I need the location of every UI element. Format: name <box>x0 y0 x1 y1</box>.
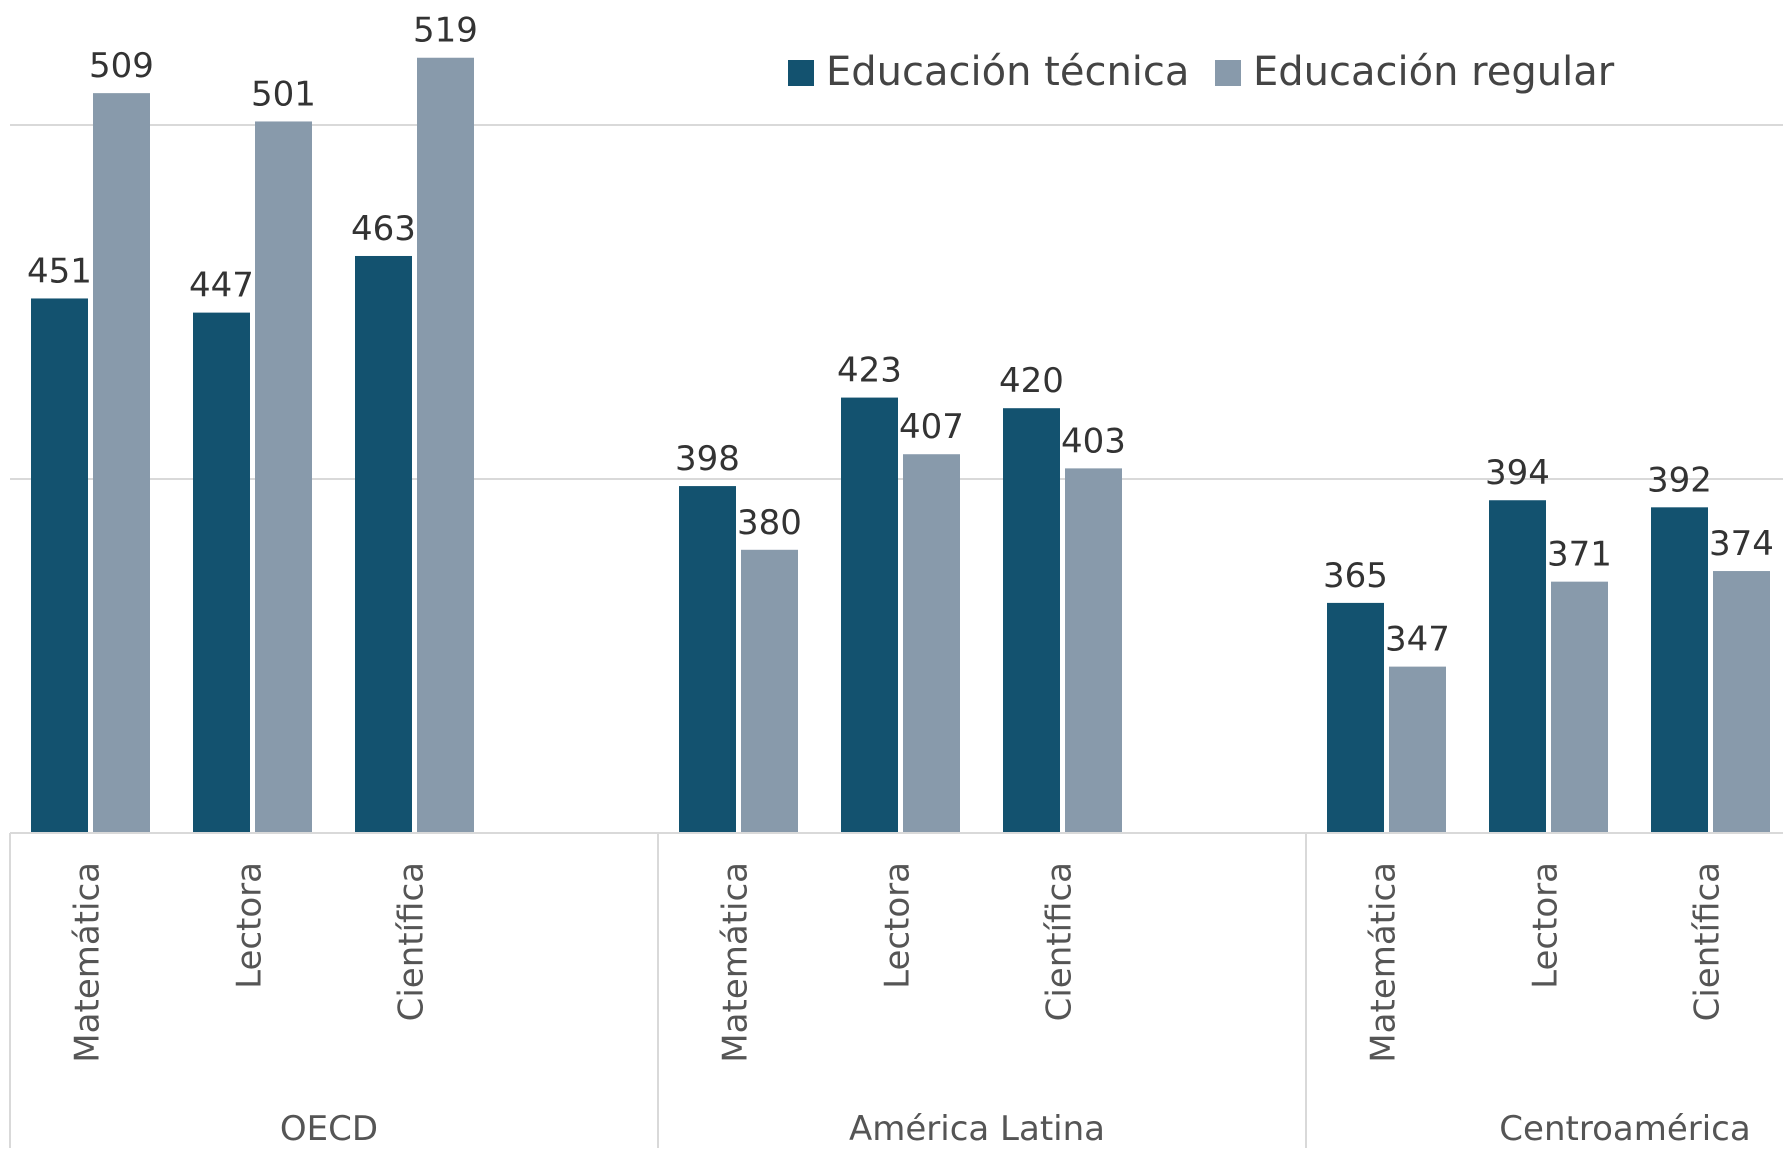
data-label: 463 <box>351 209 416 249</box>
category-tick-label: Matemática <box>1364 862 1404 1063</box>
category-tick-label: Científica <box>392 862 432 1021</box>
category-tick-label: Lectora <box>878 862 918 989</box>
category-tick-label: Lectora <box>1526 862 1566 989</box>
bar-tecnica <box>1651 507 1708 833</box>
bar-regular <box>1389 666 1446 833</box>
bar-tecnica <box>31 298 88 834</box>
bar-regular <box>417 57 474 834</box>
data-label: 519 <box>413 11 478 51</box>
bars <box>31 57 1770 834</box>
data-label: 501 <box>251 74 316 114</box>
bar-tecnica <box>1489 500 1546 833</box>
category-tick-label: Matemática <box>68 862 108 1063</box>
data-label: 398 <box>675 439 740 479</box>
bar-tecnica <box>1003 408 1060 833</box>
data-label: 403 <box>1061 421 1126 461</box>
data-label: 451 <box>27 251 92 291</box>
data-label: 420 <box>999 361 1064 401</box>
bar-tecnica <box>841 397 898 833</box>
bar-regular <box>1065 468 1122 833</box>
category-tick-label: Lectora <box>230 862 270 989</box>
group-label: América Latina <box>849 1109 1105 1148</box>
data-label: 374 <box>1709 524 1774 564</box>
data-label: 394 <box>1485 453 1550 493</box>
bar-tecnica <box>193 312 250 833</box>
bar-regular <box>1551 581 1608 833</box>
category-tick-label: Matemática <box>716 862 756 1063</box>
bar-regular <box>903 454 960 833</box>
bar-tecnica <box>1327 602 1384 833</box>
x-axis: Matemática Lectora Científica OECD Matemátic… <box>9 832 1783 1149</box>
group-label: OECD <box>280 1109 378 1148</box>
legend-label: Educación regular <box>1253 49 1615 95</box>
bar-regular <box>93 93 150 833</box>
data-label: 509 <box>89 46 154 86</box>
group-label: Centroamérica <box>1499 1109 1750 1148</box>
bar-tecnica <box>355 255 412 834</box>
bar-regular <box>255 121 312 833</box>
legend-label: Educación técnica <box>826 49 1189 95</box>
data-label: 371 <box>1547 535 1612 575</box>
data-label: 423 <box>837 351 902 391</box>
data-label: 380 <box>737 503 802 543</box>
data-label: 365 <box>1323 556 1388 596</box>
data-label: 392 <box>1647 460 1712 500</box>
bar-regular <box>1713 571 1770 833</box>
data-label: 347 <box>1385 620 1450 660</box>
legend: Educación técnica Educación regular <box>788 49 1615 95</box>
legend-swatch <box>788 60 814 86</box>
data-label: 447 <box>189 266 254 306</box>
legend-swatch <box>1215 60 1241 86</box>
data-label: 407 <box>899 407 964 447</box>
bar-tecnica <box>679 486 736 833</box>
category-tick-label: Científica <box>1040 862 1080 1021</box>
category-tick-label: Científica <box>1688 862 1728 1021</box>
data-labels: 451 509 447 501 463 519 398 380 423 407 420 403 365 3… <box>27 11 1774 660</box>
bar-regular <box>741 549 798 833</box>
